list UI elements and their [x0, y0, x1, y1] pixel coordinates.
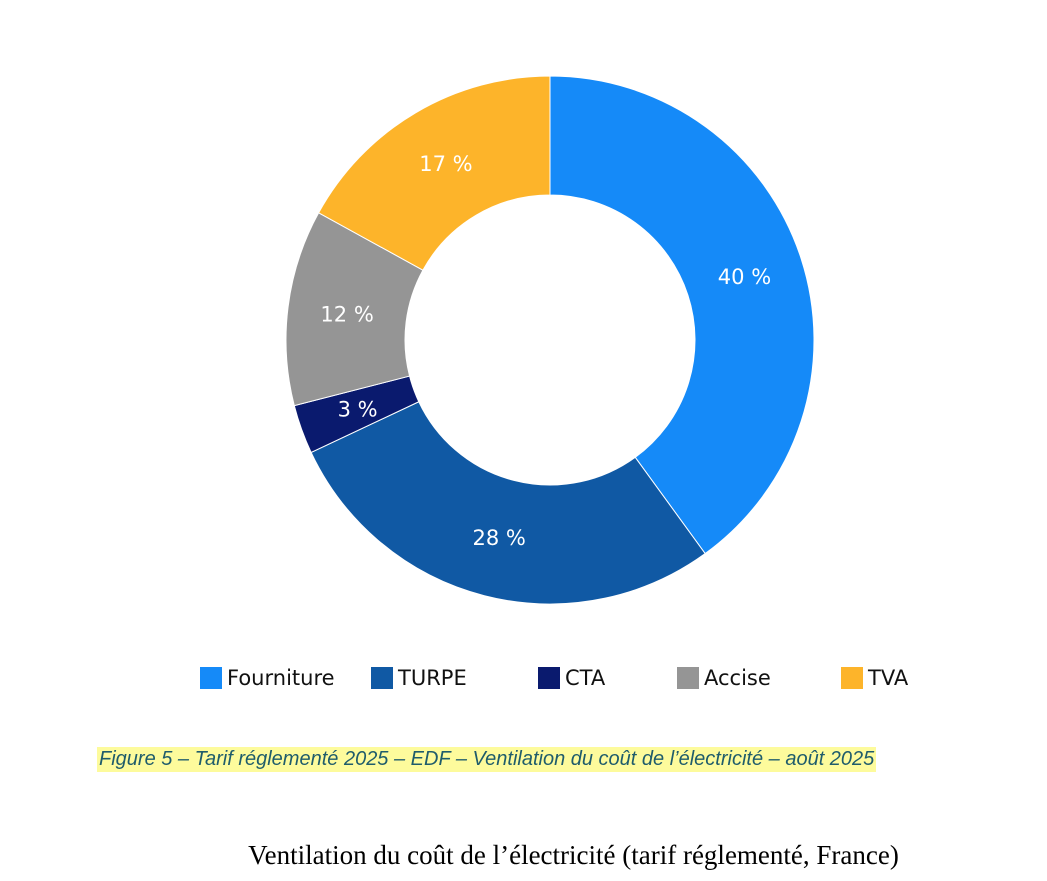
legend-swatch — [371, 667, 393, 689]
legend-label: Accise — [704, 666, 771, 690]
legend: Fourniture TURPE CTA Accise TVA — [0, 666, 1047, 696]
legend-item-tva: TVA — [841, 666, 908, 690]
slice-fourniture — [549, 75, 815, 555]
legend-item-turpe: TURPE — [371, 666, 467, 690]
data-label-tva: 17 % — [419, 152, 472, 176]
legend-swatch — [200, 667, 222, 689]
legend-item-accise: Accise — [677, 666, 771, 690]
figure-caption: Figure 5 – Tarif réglementé 2025 – EDF –… — [97, 747, 877, 772]
data-label-cta: 3 % — [338, 397, 378, 421]
data-label-accise: 12 % — [320, 302, 373, 326]
legend-swatch — [841, 667, 863, 689]
legend-label: Fourniture — [227, 666, 335, 690]
legend-swatch — [677, 667, 699, 689]
donut-chart: 40 % 28 % 3 % 12 % 17 % — [285, 75, 815, 605]
legend-label: CTA — [565, 666, 606, 690]
chart-title: Ventilation du coût de l’électricité (ta… — [248, 840, 899, 870]
legend-item-fourniture: Fourniture — [200, 666, 335, 690]
data-label-fourniture: 40 % — [718, 265, 771, 289]
legend-label: TVA — [868, 666, 909, 690]
legend-swatch — [538, 667, 560, 689]
legend-item-cta: CTA — [538, 666, 605, 690]
slice-turpe — [310, 401, 706, 605]
slice-tva — [317, 75, 551, 271]
legend-label: TURPE — [398, 666, 467, 690]
data-label-turpe: 28 % — [472, 526, 525, 550]
